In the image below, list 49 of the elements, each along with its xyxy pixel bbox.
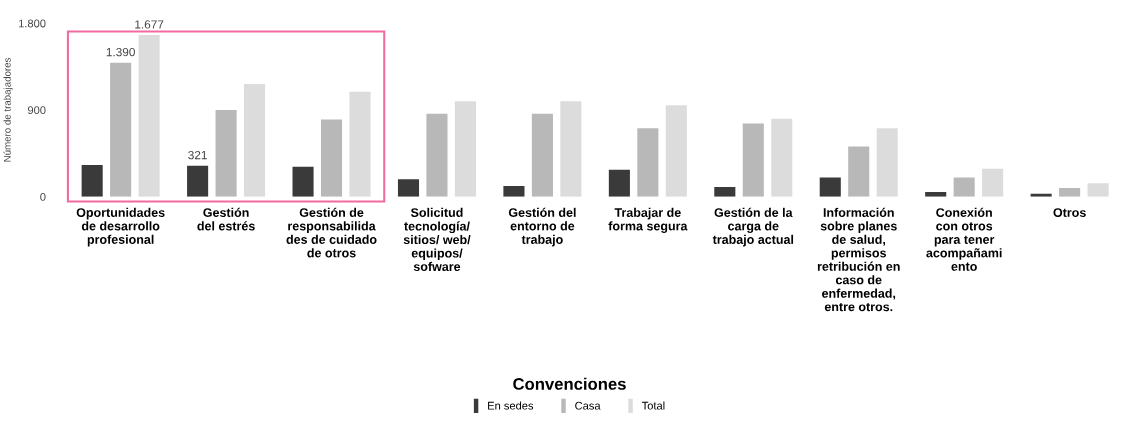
bar — [819, 177, 841, 197]
x-tick-label: Solicitud tecnología/ sitios/ web/ equipos/ sofware — [403, 207, 471, 272]
bar — [292, 166, 314, 197]
bar — [560, 101, 582, 197]
x-tick-label: Conexión con otros para tener acompañami ento — [926, 207, 1002, 271]
bar — [714, 187, 736, 197]
bar — [771, 118, 793, 197]
bar — [397, 179, 420, 197]
bar — [1087, 183, 1109, 197]
legend-label: En sedes — [488, 401, 534, 410]
data-label: 1.677 — [135, 20, 164, 29]
y-tick-label: 900 — [27, 106, 46, 115]
bar — [608, 169, 630, 197]
bar — [637, 128, 659, 197]
x-tick-label: Gestión del estrés — [197, 207, 255, 231]
bar — [848, 146, 870, 197]
bar — [244, 83, 266, 197]
bar — [349, 91, 371, 197]
bar — [320, 119, 343, 197]
y-tick-label: 0 — [40, 192, 46, 201]
bar — [426, 113, 448, 197]
x-tick-label: Oportunidades de desarrollo profesional — [76, 207, 165, 247]
bar — [454, 101, 476, 197]
y-tick-label: 1.800 — [19, 19, 46, 28]
bar — [187, 165, 209, 197]
y-axis-title: Número de trabajadores — [3, 57, 13, 162]
bar — [665, 105, 687, 197]
x-tick-label: Gestión del entorno de trabajo — [508, 207, 576, 247]
bar — [1059, 188, 1081, 197]
bar — [531, 113, 553, 197]
legend-title: Convenciones — [513, 377, 626, 390]
x-tick-label: Gestión de responsabilida des de cuidado de otros — [286, 207, 377, 258]
bar — [503, 186, 525, 197]
bar — [138, 35, 160, 197]
x-tick-label: Información sobre planes de salud, permisos retribución en caso de enfermedad, entre otros. — [817, 207, 900, 312]
x-tick-label: Trabajar de forma segura — [608, 207, 688, 233]
bar — [215, 109, 237, 197]
bar — [81, 164, 103, 197]
legend-label: Casa — [575, 401, 601, 410]
data-label: 1.390 — [106, 47, 135, 57]
x-tick-label: Gestión de la carga de trabajo actual — [712, 207, 794, 247]
x-tick-label: Otros — [1053, 208, 1086, 217]
legend-label: Total — [641, 401, 665, 410]
bar — [742, 123, 764, 197]
bar — [110, 62, 132, 197]
data-label: 321 — [188, 150, 207, 160]
bar — [876, 128, 898, 197]
bar — [953, 177, 975, 197]
bar — [982, 168, 1004, 197]
